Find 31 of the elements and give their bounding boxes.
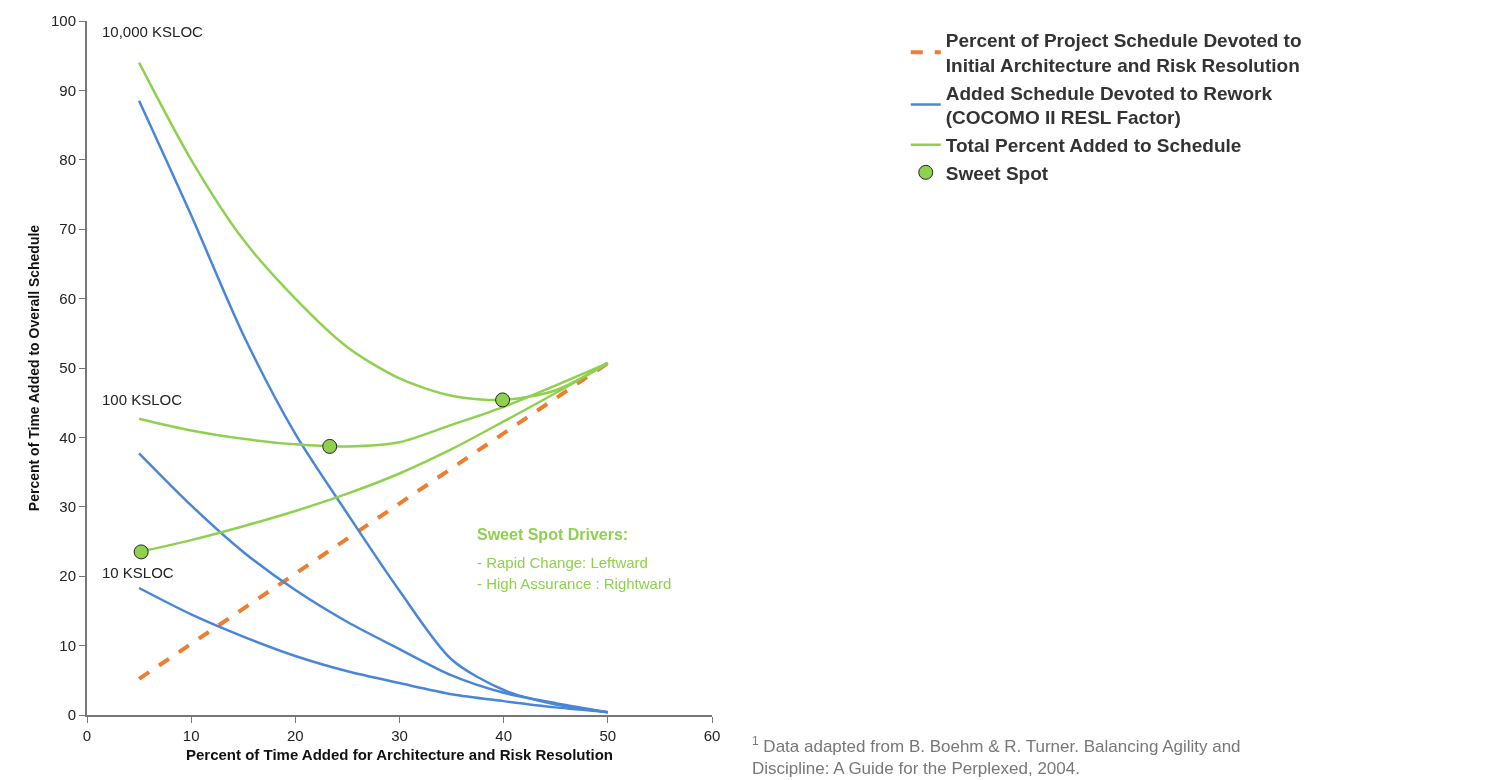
- x-tick-label: 20: [286, 727, 304, 744]
- legend-label: Total Percent Added to Schedule: [945, 135, 1242, 157]
- annotation: - Rapid Change: Leftward: [477, 554, 648, 571]
- annotation: 10,000 KSLOC: [102, 23, 204, 40]
- text: $^{1}$ Data adapted from B. Boehm & R. Turner. Balancing Agility and Discipline: A Guide for the Perplexed, 2004.: [752, 734, 1241, 779]
- y-tick-label: 100: [50, 12, 76, 30]
- y-tick-label: 60: [59, 289, 76, 307]
- legend-label: Sweet Spot: [945, 162, 1049, 184]
- annotation: 100 KSLOC: [102, 391, 183, 408]
- annotation: 10 KSLOC: [102, 564, 174, 581]
- legend-label: Percent of Project Schedule Devoted to Initial Architecture and Risk Resolution: [945, 30, 1302, 76]
- x-tick-label: 10: [182, 727, 200, 744]
- x-tick-label: 0: [82, 727, 92, 744]
- x-axis-title: Percent of Time Added for Architecture and Risk Resolution: [185, 745, 614, 763]
- y-tick-label: 10: [59, 636, 76, 654]
- annotation: - High Assurance : Rightward: [477, 575, 672, 592]
- y-axis-title: Percent of Time Added to Overall Schedule: [26, 224, 43, 512]
- annotation: Sweet Spot Drivers:: [477, 526, 629, 543]
- y-tick-label: 40: [59, 428, 76, 446]
- y-tick-label: 30: [59, 498, 76, 516]
- y-tick-label: 70: [59, 220, 76, 238]
- y-tick-label: 20: [59, 567, 76, 585]
- x-tick-label: 50: [599, 727, 617, 744]
- x-tick-label: 60: [703, 727, 721, 744]
- y-tick-label: 80: [59, 151, 76, 169]
- y-tick-label: 50: [59, 359, 76, 377]
- x-tick-label: 30: [391, 727, 408, 744]
- y-tick-label: 90: [59, 81, 76, 99]
- legend-label: Added Schedule Devoted to Rework (COCOMO II RESL Factor): [945, 82, 1273, 129]
- y-tick-label: 0: [67, 706, 76, 724]
- x-tick-label: 40: [495, 727, 513, 744]
